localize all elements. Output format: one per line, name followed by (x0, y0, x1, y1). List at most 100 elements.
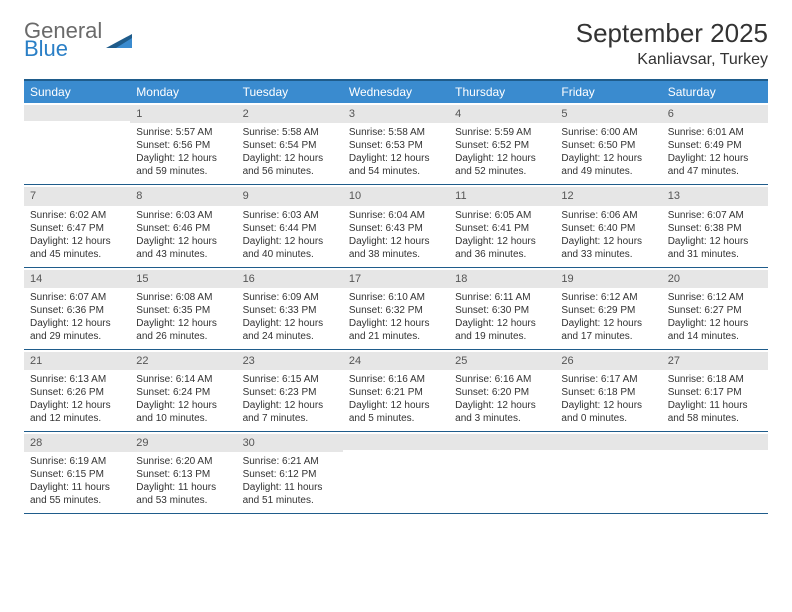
daylight2-text: and 58 minutes. (668, 412, 762, 425)
daylight2-text: and 12 minutes. (30, 412, 124, 425)
daylight2-text: and 5 minutes. (349, 412, 443, 425)
sunrise-text: Sunrise: 6:11 AM (455, 291, 549, 304)
day-number: 22 (130, 352, 236, 370)
daylight2-text: and 26 minutes. (136, 330, 230, 343)
day-number (662, 434, 768, 450)
daylight1-text: Daylight: 11 hours (30, 481, 124, 494)
daylight1-text: Daylight: 12 hours (455, 399, 549, 412)
daylight1-text: Daylight: 12 hours (243, 235, 337, 248)
daylight1-text: Daylight: 12 hours (243, 317, 337, 330)
daylight1-text: Daylight: 12 hours (455, 317, 549, 330)
sunrise-text: Sunrise: 6:19 AM (30, 455, 124, 468)
day-number: 6 (662, 105, 768, 123)
sunrise-text: Sunrise: 6:07 AM (30, 291, 124, 304)
daylight2-text: and 52 minutes. (455, 165, 549, 178)
calendar-page: General Blue September 2025 Kanliavsar, … (0, 0, 792, 532)
sunrise-text: Sunrise: 6:13 AM (30, 373, 124, 386)
sunset-text: Sunset: 6:53 PM (349, 139, 443, 152)
day-number: 29 (130, 434, 236, 452)
day-number: 9 (237, 187, 343, 205)
day-cell: 6Sunrise: 6:01 AMSunset: 6:49 PMDaylight… (662, 103, 768, 184)
day-cell: 15Sunrise: 6:08 AMSunset: 6:35 PMDayligh… (130, 268, 236, 349)
day-cell: 10Sunrise: 6:04 AMSunset: 6:43 PMDayligh… (343, 185, 449, 266)
day-number (343, 434, 449, 450)
daylight2-text: and 49 minutes. (561, 165, 655, 178)
sunset-text: Sunset: 6:49 PM (668, 139, 762, 152)
sunset-text: Sunset: 6:23 PM (243, 386, 337, 399)
sunset-text: Sunset: 6:12 PM (243, 468, 337, 481)
day-number: 3 (343, 105, 449, 123)
day-cell (449, 432, 555, 513)
day-number: 12 (555, 187, 661, 205)
daylight2-text: and 54 minutes. (349, 165, 443, 178)
daylight1-text: Daylight: 12 hours (136, 235, 230, 248)
location-label: Kanliavsar, Turkey (576, 51, 768, 69)
day-cell: 3Sunrise: 5:58 AMSunset: 6:53 PMDaylight… (343, 103, 449, 184)
sunrise-text: Sunrise: 6:06 AM (561, 209, 655, 222)
daylight2-text: and 7 minutes. (243, 412, 337, 425)
daylight1-text: Daylight: 12 hours (30, 399, 124, 412)
day-cell: 13Sunrise: 6:07 AMSunset: 6:38 PMDayligh… (662, 185, 768, 266)
daylight1-text: Daylight: 12 hours (561, 152, 655, 165)
sunrise-text: Sunrise: 6:00 AM (561, 126, 655, 139)
daylight1-text: Daylight: 12 hours (30, 317, 124, 330)
day-cell (555, 432, 661, 513)
day-number: 28 (24, 434, 130, 452)
sunset-text: Sunset: 6:40 PM (561, 222, 655, 235)
sunrise-text: Sunrise: 6:12 AM (561, 291, 655, 304)
sunset-text: Sunset: 6:35 PM (136, 304, 230, 317)
daylight1-text: Daylight: 12 hours (561, 235, 655, 248)
sunset-text: Sunset: 6:56 PM (136, 139, 230, 152)
sunrise-text: Sunrise: 6:10 AM (349, 291, 443, 304)
day-cell: 4 Sunrise: 5:59 AMSunset: 6:52 PMDaylight… (449, 103, 555, 184)
day-number: 17 (343, 270, 449, 288)
daylight1-text: Daylight: 12 hours (136, 152, 230, 165)
day-number: 27 (662, 352, 768, 370)
daylight2-text: and 10 minutes. (136, 412, 230, 425)
daylight1-text: Daylight: 12 hours (455, 235, 549, 248)
day-number: 4 (449, 105, 555, 123)
sunset-text: Sunset: 6:33 PM (243, 304, 337, 317)
daylight1-text: Daylight: 12 hours (668, 317, 762, 330)
dayhead-sun: Sunday (24, 81, 130, 103)
day-header-row: Sunday Monday Tuesday Wednesday Thursday… (24, 81, 768, 103)
sunrise-text: Sunrise: 6:03 AM (136, 209, 230, 222)
dayhead-fri: Friday (555, 81, 661, 103)
dayhead-thu: Thursday (449, 81, 555, 103)
sunrise-text: Sunrise: 6:16 AM (349, 373, 443, 386)
daylight1-text: Daylight: 12 hours (136, 399, 230, 412)
daylight2-text: and 59 minutes. (136, 165, 230, 178)
day-cell: 19Sunrise: 6:12 AMSunset: 6:29 PMDayligh… (555, 268, 661, 349)
daylight2-text: and 55 minutes. (30, 494, 124, 507)
day-cell: 1Sunrise: 5:57 AMSunset: 6:56 PMDaylight… (130, 103, 236, 184)
day-cell: 20Sunrise: 6:12 AMSunset: 6:27 PMDayligh… (662, 268, 768, 349)
sunrise-text: Sunrise: 6:16 AM (455, 373, 549, 386)
day-cell: 24Sunrise: 6:16 AMSunset: 6:21 PMDayligh… (343, 350, 449, 431)
dayhead-mon: Monday (130, 81, 236, 103)
logo: General Blue (24, 20, 134, 60)
daylight2-text: and 51 minutes. (243, 494, 337, 507)
daylight1-text: Daylight: 12 hours (455, 152, 549, 165)
day-cell: 22Sunrise: 6:14 AMSunset: 6:24 PMDayligh… (130, 350, 236, 431)
day-number: 25 (449, 352, 555, 370)
day-cell: 27Sunrise: 6:18 AMSunset: 6:17 PMDayligh… (662, 350, 768, 431)
daylight2-text: and 24 minutes. (243, 330, 337, 343)
day-number: 24 (343, 352, 449, 370)
daylight1-text: Daylight: 12 hours (668, 235, 762, 248)
day-number: 30 (237, 434, 343, 452)
daylight2-text: and 31 minutes. (668, 248, 762, 261)
week-row: 28Sunrise: 6:19 AMSunset: 6:15 PMDayligh… (24, 432, 768, 514)
sunset-text: Sunset: 6:50 PM (561, 139, 655, 152)
daylight1-text: Daylight: 11 hours (668, 399, 762, 412)
day-cell (24, 103, 130, 184)
sunrise-text: Sunrise: 6:09 AM (243, 291, 337, 304)
sunrise-text: Sunrise: 5:59 AM (455, 126, 549, 139)
day-cell: 18Sunrise: 6:11 AMSunset: 6:30 PMDayligh… (449, 268, 555, 349)
sunset-text: Sunset: 6:52 PM (455, 139, 549, 152)
day-number: 21 (24, 352, 130, 370)
daylight1-text: Daylight: 12 hours (30, 235, 124, 248)
sunset-text: Sunset: 6:54 PM (243, 139, 337, 152)
day-number: 13 (662, 187, 768, 205)
day-cell: 7Sunrise: 6:02 AMSunset: 6:47 PMDaylight… (24, 185, 130, 266)
sunset-text: Sunset: 6:41 PM (455, 222, 549, 235)
